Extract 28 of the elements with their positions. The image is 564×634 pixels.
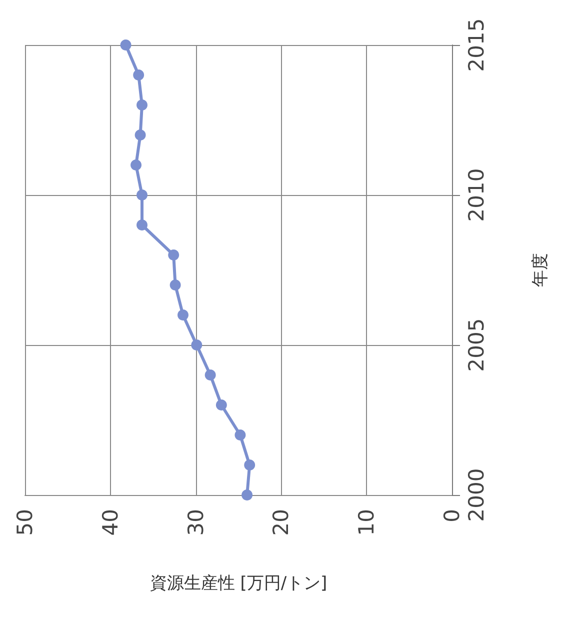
point [136, 100, 148, 110]
point [134, 130, 146, 140]
x-tick-label: 40 [98, 509, 122, 536]
point [120, 40, 132, 50]
point [204, 370, 216, 380]
y-tick-label: 2000 [464, 468, 488, 522]
x-tick-label: 20 [269, 509, 294, 536]
point [244, 460, 256, 470]
point [216, 400, 227, 410]
point [242, 490, 253, 500]
x-axis-title: 資源生産性 [万円/トン] [150, 574, 328, 594]
x-tick-label: 50 [13, 509, 37, 536]
point [136, 190, 148, 200]
point [168, 250, 180, 260]
point [133, 70, 144, 80]
point [234, 430, 246, 440]
x-tick-label: 30 [184, 509, 208, 536]
point [170, 280, 181, 290]
point [136, 220, 148, 230]
y-tick-label: 2015 [464, 18, 488, 72]
y-tick-label: 2005 [464, 318, 488, 372]
point [178, 310, 188, 320]
point [191, 340, 202, 350]
y-axis-title: 年度 [530, 253, 550, 287]
x-tick-label: 10 [354, 509, 379, 536]
point [130, 160, 142, 170]
y-tick-label: 2010 [464, 168, 488, 222]
x-tick-label: 0 [440, 509, 464, 522]
